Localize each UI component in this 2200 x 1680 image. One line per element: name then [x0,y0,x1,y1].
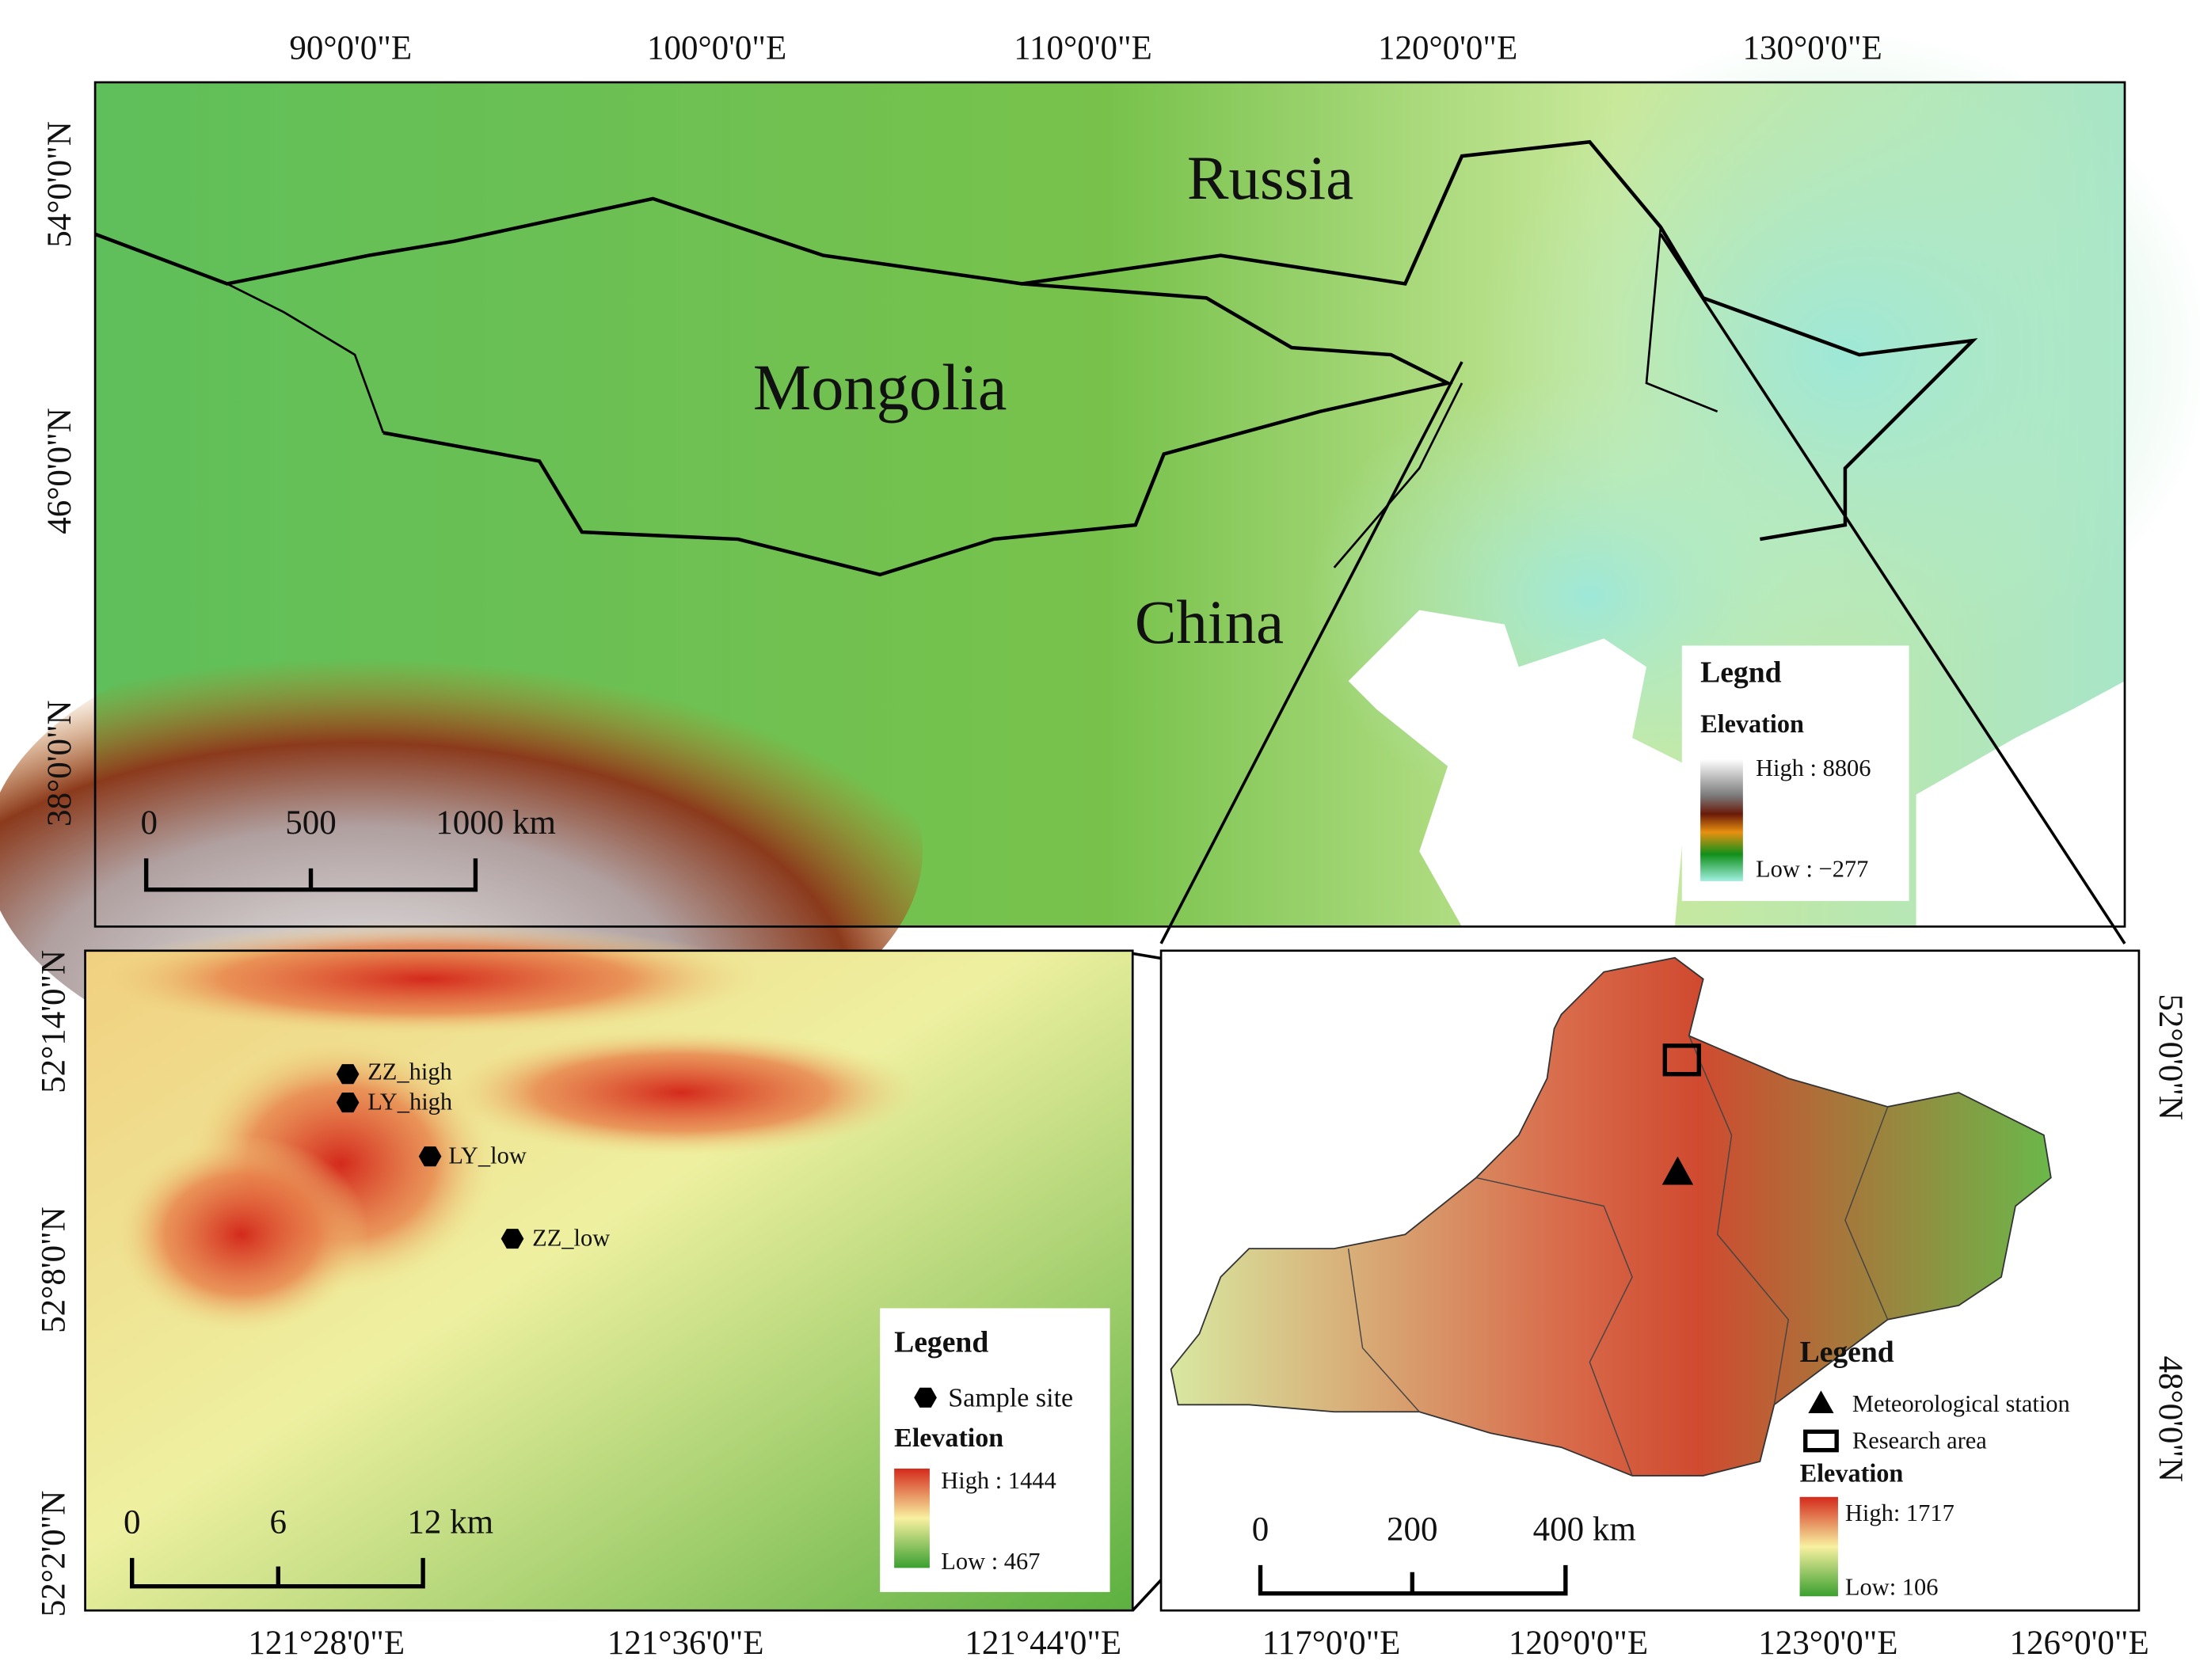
province-border [226,226,1719,568]
site-marker [501,1229,524,1249]
legend-low: Low : 467 [941,1548,1040,1575]
border [94,139,1978,542]
scale-label: 6 [270,1504,287,1541]
site-label: LY_high [367,1088,452,1115]
legend-item: Sample site [948,1384,1073,1413]
color-ramp [894,1468,930,1568]
sea [1348,610,1689,927]
scale-label: 0 [124,1504,141,1541]
legend: Legend Sample site Elevation High : 1444… [880,1308,1110,1592]
legend-high: High : 8806 [1756,754,1871,781]
lat-label: 54°0'0"N [41,121,78,248]
legend-high: High: 1717 [1845,1499,1954,1526]
legend-title: Legend [894,1326,988,1359]
color-ramp [1799,1496,1838,1597]
lat-label: 52°14'0"N [36,950,73,1093]
border [383,282,1453,577]
legend: Legnd Elevation High : 8806 Low : −277 [1681,645,1909,902]
legend-low: Low: 106 [1845,1573,1939,1600]
lat-label: 52°0'0"N [2152,994,2189,1120]
research-area [1662,1043,1702,1077]
scale-label: 400 km [1533,1511,1636,1548]
lon-label: 130°0'0"E [1743,29,1882,67]
scale-bar [143,858,478,892]
sample-sites [336,1064,524,1249]
lon-label: 117°0'0"E [1262,1625,1401,1662]
scale-label: 0 [1252,1511,1269,1548]
legend-subtitle: Elevation [1700,709,1804,738]
detail-map: ZZ_high LY_high LY_low ZZ_low 52°14'0"N … [36,922,1134,1662]
site-label: ZZ_low [532,1224,610,1251]
scale-label: 12 km [407,1504,493,1541]
frame [84,949,1134,1612]
lon-label: 121°36'0"E [607,1625,764,1662]
lat-label: 48°0'0"N [2152,1355,2189,1482]
lat-label: 52°2'0"N [36,1491,73,1617]
legend-title: Legnd [1700,656,1782,690]
legend-item: Meteorological station [1852,1390,2070,1417]
scale-label: 0 [140,804,158,842]
site-label: ZZ_high [367,1059,452,1085]
legend-subtitle: Elevation [894,1423,1003,1453]
lat-label: 52°8'0"N [36,1207,73,1333]
legend: Legend Meteorological station Research a… [1799,1336,2070,1600]
lat-label: 46°0'0"N [41,408,78,534]
frame [93,81,2126,928]
site-marker [336,1093,360,1113]
lat-label: 38°0'0"N [41,700,78,827]
country-label: Mongolia [753,352,1007,424]
station [1661,1156,1694,1185]
legend-symbol [1803,1429,1839,1453]
lon-label: 126°0'0"E [2010,1625,2149,1662]
legend-high: High : 1444 [941,1467,1056,1494]
scale-bar [130,1557,425,1589]
legend-symbol [1808,1390,1834,1414]
legend-low: Low : −277 [1756,855,1868,882]
scale-label: 200 [1387,1511,1438,1548]
country-label: China [1135,588,1284,657]
lon-label: 90°0'0"E [289,29,412,67]
lon-label: 121°28'0"E [248,1625,405,1662]
frame [1159,949,2141,1612]
lon-label: 110°0'0"E [1014,29,1152,67]
scale-bar [1258,1564,1568,1596]
color-ramp [1700,758,1743,881]
admin-border [1347,1036,1889,1477]
overview-map: Russia Mongolia China 90°0'0"E 100°0'0"E… [0,28,2200,1093]
legend-subtitle: Elevation [1800,1458,1904,1487]
lon-label: 120°0'0"E [1509,1625,1648,1662]
scale-label: 500 [285,804,336,842]
connector [1131,233,2126,1612]
site-marker [418,1146,442,1167]
terrain [85,922,767,1036]
scale-label: 1000 km [436,804,556,842]
lon-label: 120°0'0"E [1378,29,1517,67]
legend-symbol [914,1387,937,1408]
site-label: LY_low [448,1142,526,1169]
lon-label: 100°0'0"E [647,29,786,67]
region-map: 52°0'0"N 48°0'0"N 117°0'0"E 120°0'0"E 12… [1159,949,2189,1662]
lon-label: 123°0'0"E [1758,1625,1897,1662]
legend-item: Research area [1852,1427,1987,1454]
legend-title: Legend [1800,1336,1894,1369]
terrain [440,1028,923,1157]
terrain [113,1135,370,1334]
site-marker [336,1064,360,1085]
country-label: Russia [1187,144,1353,213]
lon-label: 121°44'0"E [965,1625,1121,1662]
